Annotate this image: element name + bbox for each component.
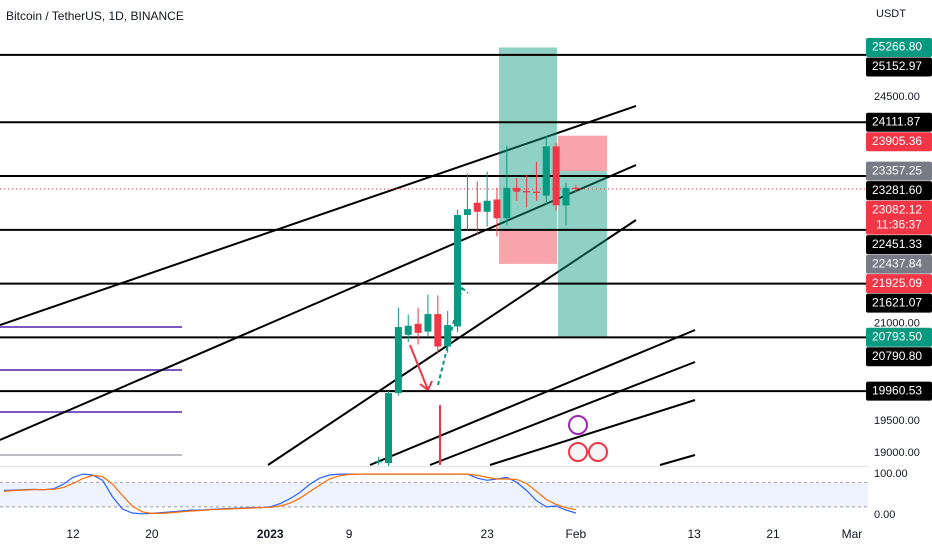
x-tick-label: 9	[346, 527, 353, 541]
position-zone	[499, 230, 557, 264]
price-label-bg	[866, 200, 932, 235]
channel-line	[659, 454, 696, 466]
price-label: 23905.36	[872, 134, 922, 148]
x-tick-label: 20	[145, 527, 159, 541]
event-icon[interactable]	[568, 415, 588, 435]
oscillator-band	[0, 482, 868, 507]
candle-body	[532, 191, 540, 193]
candle-body	[385, 393, 393, 464]
x-tick-label: 21	[766, 527, 780, 541]
candle-body	[493, 199, 501, 219]
candle-body	[375, 461, 383, 463]
countdown: 11:36:37	[876, 217, 922, 231]
price-label-bg	[866, 293, 932, 313]
candle-body	[434, 314, 442, 347]
candle-body	[523, 191, 531, 193]
axes: 19000.0019500.0021000.0024500.0025000.00…	[66, 37, 932, 541]
y-tick-label: 21000.00	[874, 318, 920, 330]
y-tick-label: 19000.00	[874, 447, 920, 459]
oscillator	[0, 473, 868, 515]
price-label: 22437.84	[872, 256, 922, 270]
price-label-bg	[866, 181, 932, 201]
price-label-bg	[866, 347, 932, 367]
price-label: 19960.53	[872, 383, 922, 397]
oscillator-line	[3, 473, 577, 514]
event-icon[interactable]	[568, 442, 588, 462]
candle-body	[424, 314, 432, 332]
candle-body	[483, 200, 491, 212]
levels	[0, 53, 868, 393]
candle-body	[463, 209, 471, 216]
price-label: 23281.60	[872, 183, 922, 197]
price-label: 20793.50	[872, 329, 922, 343]
pane-separator	[0, 466, 868, 467]
price-label: 25152.97	[872, 59, 922, 73]
price-label-bg	[866, 274, 932, 294]
candle-body	[404, 325, 412, 335]
arrow	[409, 344, 433, 392]
event-icon[interactable]	[588, 442, 608, 462]
price-label: 25266.80	[872, 40, 922, 54]
price-label-bg	[866, 235, 932, 255]
x-tick-label: Mar	[842, 527, 863, 541]
candle-body	[394, 327, 402, 394]
price-label: 23357.25	[872, 163, 922, 177]
chart-title: Bitcoin / TetherUS, 1D, BINANCE	[6, 9, 184, 23]
position-zone	[558, 135, 607, 172]
price-label: 24111.87	[872, 114, 921, 128]
osc-tick-label: 0.00	[874, 509, 895, 521]
price-label: 20790.80	[872, 349, 922, 363]
candle-body	[414, 323, 422, 333]
price-label-bg	[866, 132, 932, 152]
osc-tick-label: 100.00	[874, 468, 908, 480]
price-label-bg	[866, 112, 932, 132]
channel-line	[369, 329, 696, 466]
candle-body	[513, 187, 521, 192]
price-label: 22451.33	[872, 237, 922, 251]
channel-line	[0, 164, 637, 441]
candle-body	[454, 215, 462, 327]
candles	[375, 136, 580, 467]
price-label-bg	[866, 381, 932, 401]
channel-line	[0, 105, 637, 326]
event-icons	[568, 415, 608, 462]
candle-body	[552, 146, 560, 206]
price-label: 21621.07	[872, 295, 922, 309]
channel-line	[489, 399, 696, 466]
y-tick-label: 19500.00	[874, 415, 920, 427]
candle-body	[562, 187, 570, 206]
currency-label: USDT	[876, 8, 906, 20]
y-tick-label: 24500.00	[874, 91, 920, 103]
candle-body	[444, 325, 452, 347]
channel-line	[429, 361, 696, 466]
candle-body	[473, 202, 481, 212]
candle-body	[542, 146, 550, 196]
candle-body	[572, 187, 580, 189]
price-label: 21925.09	[872, 276, 922, 290]
drawings	[0, 105, 696, 466]
x-tick-label: 13	[688, 527, 702, 541]
price-label-bg	[866, 161, 932, 181]
price-label-bg	[866, 57, 932, 77]
price-label-bg	[866, 327, 932, 347]
channel-line	[267, 219, 637, 466]
oscillator-line	[3, 473, 577, 515]
price-label-bg	[866, 254, 932, 274]
x-tick-label: Feb	[566, 527, 587, 541]
x-tick-label: 23	[480, 527, 494, 541]
x-tick-label: 2023	[257, 527, 284, 541]
candle-body	[503, 187, 511, 219]
price-label-bg	[866, 37, 932, 57]
price-label: 23082.12	[872, 202, 922, 216]
x-tick-label: 12	[66, 527, 80, 541]
